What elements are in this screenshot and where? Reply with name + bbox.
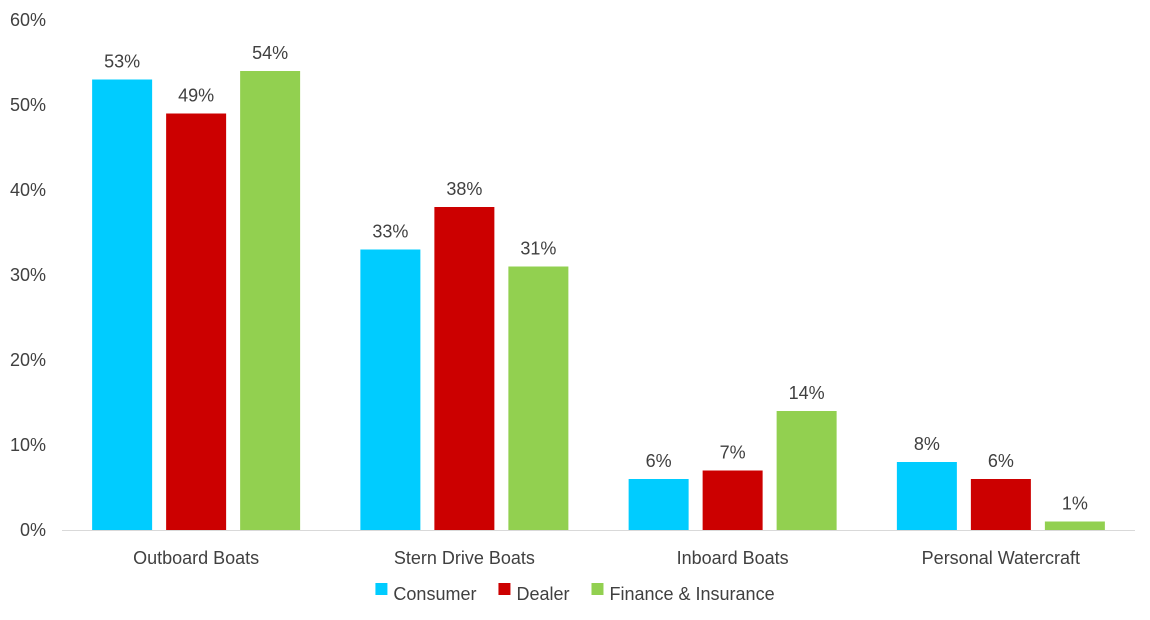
legend-swatch — [498, 583, 511, 595]
y-tick-label: 30% — [10, 265, 46, 285]
bar-finance-insurance-3 — [776, 411, 837, 530]
bar-finance-insurance-2 — [508, 266, 569, 530]
bar-consumer-1 — [92, 79, 153, 530]
data-label: 31% — [520, 239, 556, 259]
category-label: Inboard Boats — [677, 548, 789, 568]
legend-label: Finance & Insurance — [609, 584, 774, 604]
bar-dealer-3 — [702, 470, 763, 530]
data-label: 6% — [988, 451, 1014, 471]
bars-group — [92, 71, 1105, 530]
y-axis-ticks: 0% 10% 20% 30% 40% 50% 60% — [10, 10, 46, 540]
bar-finance-insurance-4 — [1044, 521, 1105, 530]
legend-label: Dealer — [516, 584, 569, 604]
legend-item-dealer: Dealer — [498, 583, 569, 604]
y-tick-label: 0% — [20, 520, 46, 540]
category-labels-group: Outboard Boats Stern Drive Boats Inboard B… — [133, 548, 1080, 568]
legend-swatch — [375, 583, 388, 595]
bar-consumer-4 — [896, 462, 957, 530]
data-label: 8% — [914, 434, 940, 454]
y-tick-label: 60% — [10, 10, 46, 30]
category-label: Personal Watercraft — [922, 548, 1080, 568]
y-tick-label: 10% — [10, 435, 46, 455]
data-label: 49% — [178, 86, 214, 106]
bar-consumer-2 — [360, 249, 421, 530]
legend-item-finance-insurance: Finance & Insurance — [591, 583, 775, 604]
category-label: Outboard Boats — [133, 548, 259, 568]
bar-dealer-1 — [166, 113, 227, 530]
bar-dealer-4 — [970, 479, 1031, 530]
bar-finance-insurance-1 — [240, 71, 301, 530]
y-tick-label: 20% — [10, 350, 46, 370]
data-label: 6% — [646, 451, 672, 471]
y-tick-label: 50% — [10, 95, 46, 115]
legend-item-consumer: Consumer — [375, 583, 476, 604]
y-tick-label: 40% — [10, 180, 46, 200]
category-label: Stern Drive Boats — [394, 548, 535, 568]
data-label: 7% — [720, 443, 746, 463]
data-label: 54% — [252, 43, 288, 63]
data-label: 14% — [789, 383, 825, 403]
legend-label: Consumer — [393, 584, 476, 604]
bar-consumer-3 — [628, 479, 689, 530]
data-label: 38% — [446, 179, 482, 199]
bar-dealer-2 — [434, 207, 495, 530]
legend: Consumer Dealer Finance & Insurance — [375, 583, 775, 604]
data-label: 1% — [1062, 494, 1088, 514]
legend-swatch — [591, 583, 604, 595]
data-label: 53% — [104, 52, 140, 72]
data-label: 33% — [372, 222, 408, 242]
data-labels-group: 53% 49% 54% 33% 38% 31% 6% 7% 14% 8% 6% 1% — [104, 43, 1088, 514]
